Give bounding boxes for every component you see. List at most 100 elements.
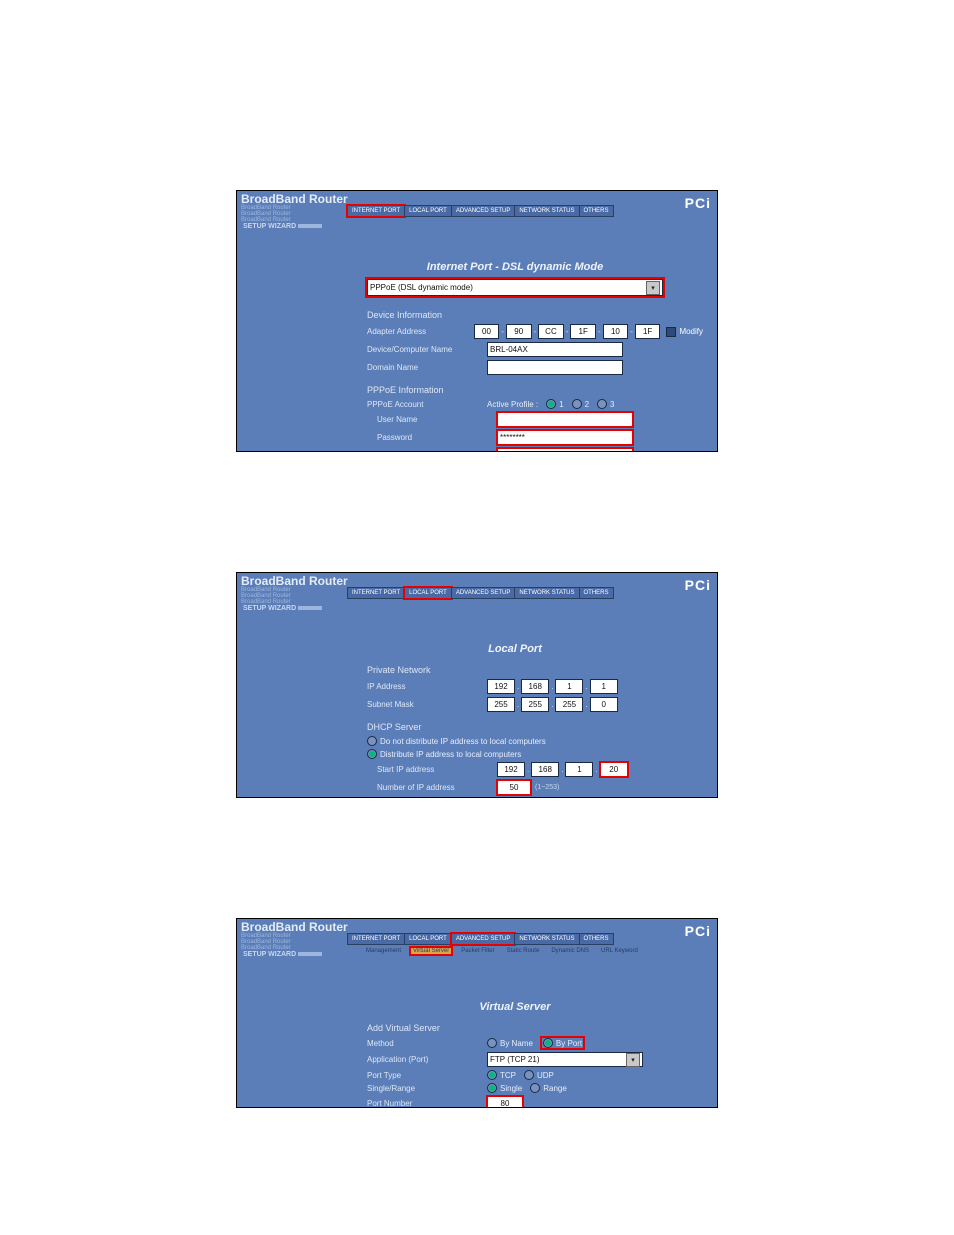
by-port-label: By Port bbox=[556, 1039, 582, 1048]
radio-single[interactable] bbox=[487, 1083, 497, 1093]
start-3[interactable]: 20 bbox=[600, 762, 628, 777]
mac-2[interactable]: CC bbox=[538, 324, 564, 339]
subnav-management[interactable]: Management bbox=[363, 947, 404, 955]
mode-select[interactable]: PPPoE (DSL dynamic mode) ▾ bbox=[367, 279, 663, 296]
modify-checkbox[interactable]: Modify bbox=[666, 327, 703, 337]
mac-0[interactable]: 00 bbox=[474, 324, 500, 339]
subnav-dynamic-dns[interactable]: Dynamic DNS bbox=[548, 947, 592, 955]
ip-3[interactable]: 1 bbox=[590, 679, 618, 694]
mac-1[interactable]: 90 bbox=[506, 324, 532, 339]
radio-by-name[interactable] bbox=[487, 1038, 497, 1048]
subnav-virtual-server[interactable]: Virtual Server bbox=[410, 947, 452, 955]
mask-3[interactable]: 0 bbox=[590, 697, 618, 712]
start-2[interactable]: 1 bbox=[565, 762, 593, 777]
nav-local-port[interactable]: LOCAL PORT bbox=[404, 587, 452, 599]
input-domain-name[interactable] bbox=[487, 360, 623, 375]
section-add-vs: Add Virtual Server bbox=[367, 1023, 703, 1033]
nav-internet-port[interactable]: INTERNET PORT bbox=[347, 587, 405, 599]
checkbox-icon bbox=[666, 327, 676, 337]
radio-udp[interactable] bbox=[524, 1070, 534, 1080]
radio-range[interactable] bbox=[530, 1083, 540, 1093]
content-local-port: Local Port Private Network IP Address 19… bbox=[237, 605, 717, 798]
row-start-ip: Start IP address 192. 168. 1. 20 bbox=[367, 762, 703, 777]
row-adapter-address: Adapter Address 00- 90- CC- 1F- 10- 1F M… bbox=[367, 324, 703, 339]
brand-title: BroadBand Router bbox=[241, 193, 348, 205]
ip-0[interactable]: 192 bbox=[487, 679, 515, 694]
subnav-packet-filter[interactable]: Packet Filter bbox=[458, 947, 497, 955]
subnav-static-route[interactable]: Static Route bbox=[504, 947, 543, 955]
subnav-url-keyword[interactable]: URL Keyword bbox=[598, 947, 641, 955]
row-port-type: Port Type TCP UDP bbox=[367, 1070, 703, 1080]
nav-network-status[interactable]: NETWORK STATUS bbox=[514, 587, 579, 599]
radio-profile-2[interactable] bbox=[572, 399, 582, 409]
udp-label: UDP bbox=[537, 1071, 554, 1080]
radio-dhcp-yes[interactable] bbox=[367, 749, 377, 759]
setup-wizard-link[interactable]: SETUP WIZARD bbox=[243, 605, 322, 612]
radio-dhcp-no[interactable] bbox=[367, 736, 377, 746]
nav-network-status[interactable]: NETWORK STATUS bbox=[514, 933, 579, 945]
mac-4[interactable]: 10 bbox=[603, 324, 629, 339]
radio-profile-3[interactable] bbox=[597, 399, 607, 409]
mask-0[interactable]: 255 bbox=[487, 697, 515, 712]
brand-title: BroadBand Router bbox=[241, 575, 348, 587]
nav-others[interactable]: OTHERS bbox=[579, 587, 614, 599]
brand-block: BroadBand Router BroadBand Router BroadB… bbox=[241, 193, 348, 223]
label-ip-address: IP Address bbox=[367, 682, 487, 691]
mac-3[interactable]: 1F bbox=[570, 324, 596, 339]
row-ip-address: IP Address 192. 168. 1. 1 bbox=[367, 679, 703, 694]
radio-tcp[interactable] bbox=[487, 1070, 497, 1080]
start-1[interactable]: 168 bbox=[531, 762, 559, 777]
ip-2[interactable]: 1 bbox=[555, 679, 583, 694]
label-domain-name: Domain Name bbox=[367, 363, 487, 372]
note-num-range: (1~253) bbox=[535, 784, 559, 791]
input-port-number[interactable]: 80 bbox=[487, 1096, 523, 1108]
ip-1[interactable]: 168 bbox=[521, 679, 549, 694]
nav-advanced-setup[interactable]: ADVANCED SETUP bbox=[451, 587, 516, 599]
by-name-label: By Name bbox=[500, 1039, 533, 1048]
mask-1[interactable]: 255 bbox=[521, 697, 549, 712]
screenshot-internet-port: BroadBand Router BroadBand Router BroadB… bbox=[236, 190, 718, 452]
select-application[interactable]: FTP (TCP 21) ▾ bbox=[487, 1052, 643, 1067]
label-start-ip: Start IP address bbox=[367, 765, 497, 774]
nav-advanced-setup[interactable]: ADVANCED SETUP bbox=[451, 933, 516, 945]
input-num-ip[interactable]: 50 bbox=[497, 780, 531, 795]
label-dhcp-yes: Distribute IP address to local computers bbox=[380, 750, 521, 759]
label-confirm-password: Confirm Password bbox=[367, 451, 497, 452]
input-device-name[interactable]: BRL-04AX bbox=[487, 342, 623, 357]
label-pppoe-account: PPPoE Account bbox=[367, 400, 487, 409]
label-method: Method bbox=[367, 1039, 487, 1048]
page-title: Local Port bbox=[327, 643, 703, 655]
profile-2-label: 2 bbox=[585, 400, 589, 409]
label-dhcp-no: Do not distribute IP address to local co… bbox=[380, 737, 546, 746]
mode-select-value: PPPoE (DSL dynamic mode) bbox=[370, 283, 473, 292]
radio-profile-1[interactable] bbox=[546, 399, 556, 409]
label-user-name: User Name bbox=[367, 415, 497, 424]
nav-local-port[interactable]: LOCAL PORT bbox=[404, 205, 452, 217]
setup-wizard-link[interactable]: SETUP WIZARD bbox=[243, 951, 322, 958]
nav-others[interactable]: OTHERS bbox=[579, 205, 614, 217]
radio-by-port[interactable] bbox=[543, 1038, 553, 1048]
setup-wizard-link[interactable]: SETUP WIZARD bbox=[243, 223, 322, 230]
nav-network-status[interactable]: NETWORK STATUS bbox=[514, 205, 579, 217]
nav-bar: INTERNET PORT LOCAL PORT ADVANCED SETUP … bbox=[347, 587, 613, 599]
profile-3-label: 3 bbox=[610, 400, 614, 409]
section-dhcp-server: DHCP Server bbox=[367, 722, 703, 732]
pci-logo: PCi bbox=[685, 923, 711, 939]
nav-bar: INTERNET PORT LOCAL PORT ADVANCED SETUP … bbox=[347, 933, 613, 945]
input-confirm-password[interactable]: ******** bbox=[497, 448, 633, 452]
nav-internet-port[interactable]: INTERNET PORT bbox=[347, 205, 405, 217]
nav-advanced-setup[interactable]: ADVANCED SETUP bbox=[451, 205, 516, 217]
row-single-range: Single/Range Single Range bbox=[367, 1083, 703, 1093]
input-user-name[interactable] bbox=[497, 412, 633, 427]
nav-others[interactable]: OTHERS bbox=[579, 933, 614, 945]
input-password[interactable]: ******** bbox=[497, 430, 633, 445]
profile-1-label: 1 bbox=[559, 400, 563, 409]
mask-2[interactable]: 255 bbox=[555, 697, 583, 712]
nav-local-port[interactable]: LOCAL PORT bbox=[404, 933, 452, 945]
start-0[interactable]: 192 bbox=[497, 762, 525, 777]
mac-5[interactable]: 1F bbox=[635, 324, 661, 339]
range-label: Range bbox=[543, 1084, 567, 1093]
brand-title: BroadBand Router bbox=[241, 921, 348, 933]
row-subnet-mask: Subnet Mask 255. 255. 255. 0 bbox=[367, 697, 703, 712]
nav-internet-port[interactable]: INTERNET PORT bbox=[347, 933, 405, 945]
